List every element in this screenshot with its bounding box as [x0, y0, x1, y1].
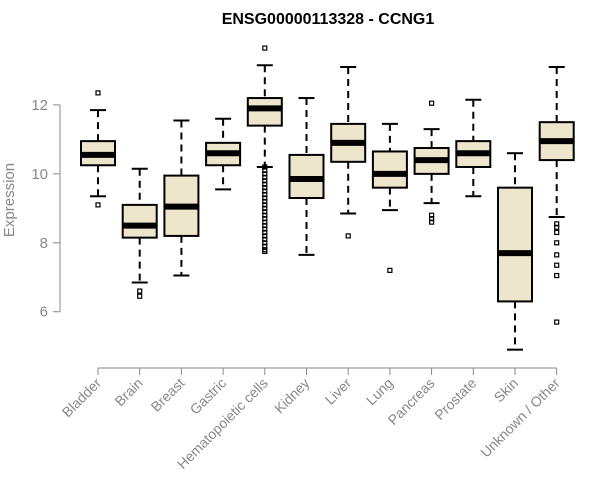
y-axis-label: Expression	[1, 163, 18, 237]
outlier-point	[262, 248, 268, 255]
y-axis: 6 8 10 12	[31, 97, 61, 321]
x-category-label: Kidney	[271, 375, 313, 417]
x-category-label: Prostate	[431, 375, 479, 423]
y-tick-label: 10	[31, 166, 48, 183]
outlier-point	[554, 240, 560, 246]
outlier-point	[95, 202, 101, 208]
x-category-label: Breast	[148, 375, 188, 415]
box-pancreas	[413, 100, 450, 225]
x-category-label: Skin	[491, 375, 522, 406]
boxes-group	[80, 45, 575, 351]
box-hematopoietic-cells	[246, 45, 283, 255]
y-tick-label: 12	[31, 97, 48, 114]
box-bladder	[80, 90, 116, 208]
x-category-label: Brain	[111, 375, 145, 409]
iqr-box	[121, 203, 158, 239]
iqr-box	[497, 186, 533, 303]
outlier-point	[429, 100, 435, 106]
chart-title: ENSG00000113328 - CCNG1	[222, 11, 435, 28]
x-category-label: Bladder	[59, 375, 105, 421]
outlier-point	[429, 219, 435, 225]
box-skin	[497, 152, 533, 351]
box-breast	[163, 119, 200, 277]
outlier-point	[262, 45, 268, 51]
outlier-point	[95, 90, 101, 96]
iqr-box	[371, 150, 408, 189]
box-unknown-other	[538, 66, 575, 325]
x-category-label: Lung	[363, 375, 396, 408]
outlier-point	[554, 229, 560, 236]
outlier-point	[387, 267, 393, 273]
x-category-label: Unknown / Other	[477, 375, 563, 461]
outlier-point	[554, 252, 560, 258]
outlier-point	[554, 262, 560, 268]
outlier-point	[554, 272, 560, 279]
y-tick-label: 6	[40, 304, 48, 321]
outlier-point	[554, 319, 560, 325]
x-category-label: Liver	[322, 375, 355, 408]
outlier-point	[137, 293, 143, 299]
outlier-point	[345, 233, 351, 239]
box-brain	[121, 167, 158, 299]
y-tick-label: 8	[40, 235, 48, 252]
box-liver	[330, 66, 367, 239]
outlier-point	[137, 288, 143, 294]
box-prostate	[455, 98, 492, 198]
box-kidney	[288, 97, 325, 256]
box-lung	[371, 122, 408, 273]
box-gastric	[205, 117, 242, 191]
outlier-point	[554, 224, 560, 230]
iqr-box	[246, 97, 283, 127]
